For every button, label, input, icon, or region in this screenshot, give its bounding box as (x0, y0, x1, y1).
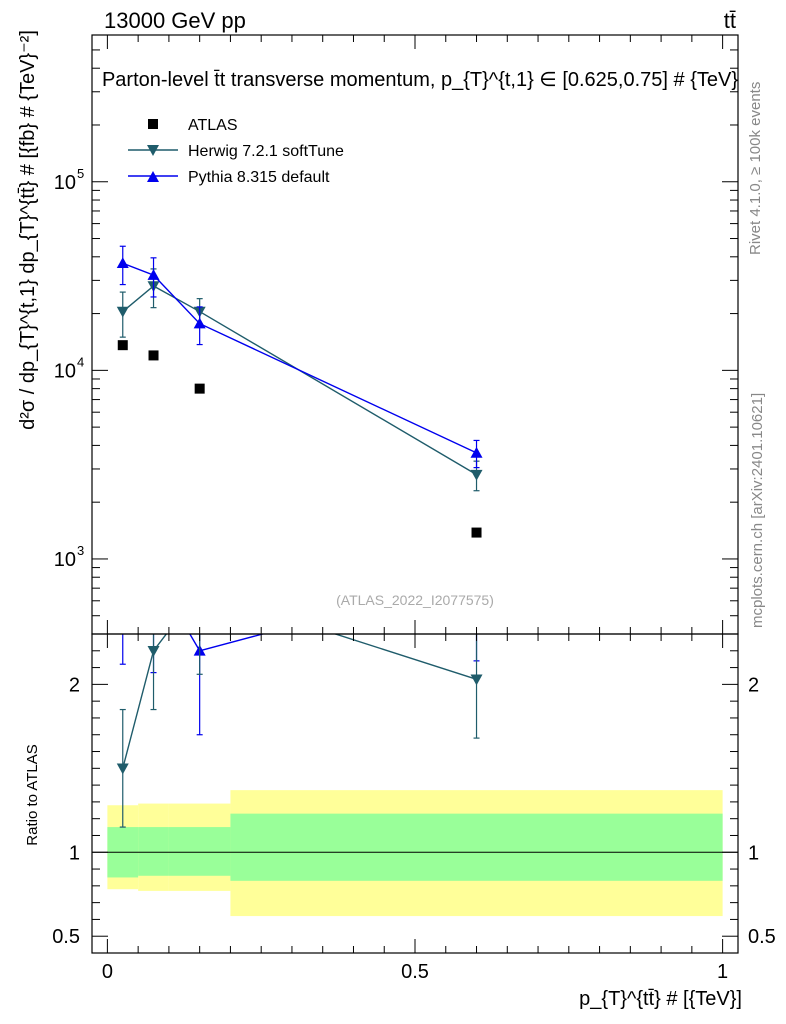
pythia-main-point-2 (193, 317, 206, 329)
y-tick-label-main: 10 (54, 549, 76, 571)
process-label: tt̄ (724, 8, 736, 33)
herwig-ratio-line (122, 634, 477, 769)
y-tick-label-ratio-left: 0.5 (52, 926, 80, 948)
legend-label-herwig: Herwig 7.2.1 softTune (188, 143, 344, 160)
herwig-main-point-3 (470, 469, 483, 481)
x-tick-label: 0.5 (401, 961, 429, 983)
x-axis-label: p_{T}^{tt̄} # [{TeV}] (579, 988, 742, 1010)
y-tick-label-main: 10 (54, 360, 76, 382)
legend-marker-atlas (148, 119, 158, 129)
side-label-mcplots: mcplots.cern.ch [arXiv:2401.10621] (749, 393, 766, 628)
legend: ATLAS Herwig 7.2.1 softTune Pythia 8.315… (128, 117, 344, 186)
analysis-watermark: (ATLAS_2022_I2077575) (336, 592, 494, 608)
atlas-point-2 (194, 383, 205, 394)
legend-entry-atlas: ATLAS (148, 117, 238, 134)
pythia-main-point-0 (116, 257, 129, 268)
y-tick-exponent-main: 4 (77, 354, 84, 369)
band-inner-3 (230, 813, 723, 881)
y-tick-label-ratio-right: 2 (748, 674, 759, 696)
herwig-ratio-point-2 (194, 586, 206, 597)
x-tick-label: 1 (717, 961, 728, 983)
y-axis-label-ratio: Ratio to ATLAS (24, 744, 41, 845)
y-tick-exponent-main: 3 (77, 543, 84, 558)
herwig-main-group (116, 268, 483, 492)
y-tick-exponent-main: 5 (77, 166, 84, 181)
herwig-main-line (122, 285, 477, 476)
y-tick-label-ratio-left: 1 (69, 842, 80, 864)
legend-entry-pythia: Pythia 8.315 default (128, 169, 330, 186)
y-tick-label-ratio-left: 2 (69, 674, 80, 696)
energy-label: 13000 GeV pp (104, 8, 246, 33)
pythia-main-point-3 (470, 446, 483, 458)
herwig-ratio-point-0 (116, 763, 129, 775)
pythia-ratio-point-1 (148, 566, 160, 577)
y-tick-label-ratio-right: 0.5 (748, 926, 776, 948)
pythia-ratio-point-3 (471, 571, 483, 582)
pythia-main-point-1 (147, 269, 160, 280)
herwig-ratio-point-1 (147, 645, 160, 657)
legend-marker-herwig (147, 145, 159, 156)
pythia-main-line (122, 262, 477, 454)
legend-label-atlas: ATLAS (188, 117, 238, 134)
pythia-ratio-point-0 (117, 557, 129, 568)
herwig-ratio-group (116, 586, 483, 828)
atlas-point-1 (148, 350, 159, 361)
axis-ticks (92, 34, 738, 953)
herwig-main-point-0 (116, 306, 129, 318)
y-axis-label-main: d²σ / dp_{T}^{t,1} dp_{T}^{tt̄} # [{fb} … (17, 30, 39, 430)
herwig-ratio-point-3 (470, 674, 483, 686)
plot-series (116, 245, 483, 828)
band-inner-1 (138, 827, 169, 876)
legend-entry-herwig: Herwig 7.2.1 softTune (128, 143, 344, 160)
atlas-point-3 (471, 527, 482, 538)
plot-title: Parton-level t̄t transverse momentum, p_… (102, 69, 738, 91)
legend-marker-pythia (147, 171, 159, 182)
legend-label-pythia: Pythia 8.315 default (188, 169, 330, 186)
x-tick-label: 0 (102, 961, 113, 983)
ratio-uncertainty-bands (107, 790, 723, 917)
pythia-main-group (116, 245, 483, 469)
y-tick-label-ratio-right: 1 (748, 842, 759, 864)
band-inner-2 (168, 827, 231, 876)
y-tick-label-main: 10 (54, 172, 76, 194)
side-label-rivet: Rivet 4.1.0, ≥ 100k events (747, 82, 764, 255)
atlas-point-0 (117, 340, 128, 351)
